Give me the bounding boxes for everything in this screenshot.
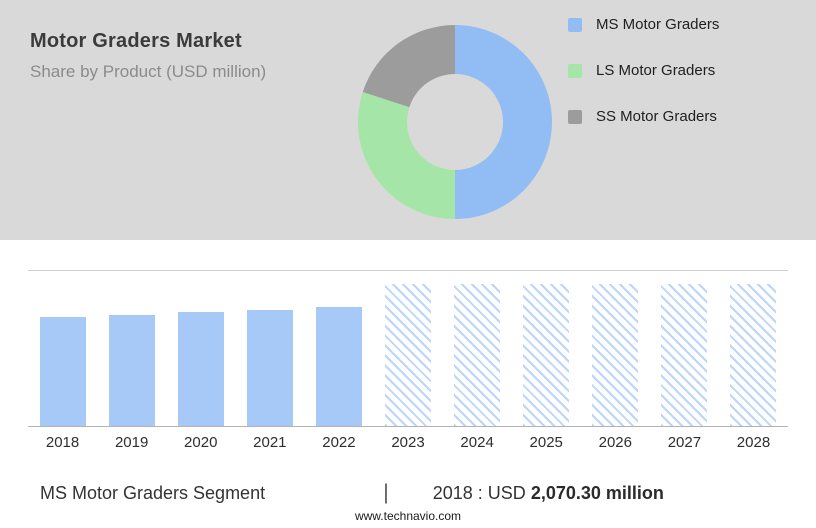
- chart-legend: MS Motor Graders LS Motor Graders SS Motor…: [568, 16, 719, 154]
- legend-label: MS Motor Graders: [596, 16, 720, 33]
- bar-column: [235, 271, 304, 426]
- bar-column: [373, 271, 442, 426]
- legend-item: SS Motor Graders: [568, 108, 719, 125]
- bar-column: [97, 271, 166, 426]
- x-axis-label: 2022: [322, 434, 356, 451]
- x-axis-label: 2023: [391, 434, 425, 451]
- bar-chart-plot-area: [28, 270, 788, 427]
- bar-column: [719, 271, 788, 426]
- legend-item: LS Motor Graders: [568, 62, 719, 79]
- header: Motor Graders Market Share by Product (U…: [30, 30, 266, 82]
- legend-item: MS Motor Graders: [568, 16, 719, 33]
- legend-label: LS Motor Graders: [596, 62, 716, 79]
- x-axis-label: 2027: [667, 434, 702, 451]
- legend-swatch-icon: [568, 109, 582, 124]
- caption-separator: |: [383, 481, 389, 504]
- x-axis-label: 2021: [253, 434, 287, 451]
- donut-chart: [358, 25, 552, 219]
- bar-2020: [177, 312, 224, 426]
- x-axis-label: 2019: [114, 434, 149, 451]
- donut-slice-ms: [455, 25, 552, 219]
- legend-swatch-icon: [568, 17, 582, 32]
- donut-slice-ss: [362, 25, 455, 108]
- bar-column: [443, 271, 512, 426]
- forecast-bar-2025: [523, 284, 570, 426]
- source-url: www.technavio.com: [354, 509, 462, 523]
- x-axis: 2018 2019 2020 2021 2022 2023 2024 2025 2026 2027…: [28, 434, 788, 451]
- forecast-bar-2027: [661, 284, 708, 426]
- bar-2018: [39, 317, 86, 426]
- forecast-bar-2024: [454, 284, 501, 426]
- segment-caption: MS Motor Graders Segment: [40, 482, 266, 503]
- x-axis-label: 2025: [529, 434, 563, 451]
- forecast-bar-2028: [730, 284, 777, 426]
- x-axis-label: 2026: [598, 434, 632, 451]
- bar-column: [650, 271, 719, 426]
- bar-column: [166, 271, 235, 426]
- bar-column: [512, 271, 581, 426]
- bar-column: [581, 271, 650, 426]
- x-axis-label: 2018: [45, 434, 80, 451]
- bar-series: [28, 271, 788, 426]
- x-axis-label: 2028: [736, 434, 771, 451]
- value-prefix: 2018 : USD: [432, 482, 526, 503]
- caption-bar: MS Motor Graders Segment | 2018 : USD 2,…: [40, 481, 776, 505]
- bar-column: [28, 271, 97, 426]
- forecast-bar-2023: [385, 284, 432, 426]
- donut-section: Motor Graders Market Share by Product (U…: [0, 0, 816, 240]
- bar-2021: [246, 310, 293, 426]
- donut-slice-ls: [358, 92, 455, 219]
- bar-2022: [315, 307, 362, 426]
- page-title: Motor Graders Market: [30, 30, 242, 52]
- x-axis-label: 2020: [184, 434, 218, 451]
- segment-value: 2018 : USD 2,070.30 million: [389, 483, 776, 504]
- bar-2019: [108, 315, 155, 426]
- value-amount: 2,070.30 million: [530, 482, 664, 503]
- legend-label: SS Motor Graders: [596, 108, 717, 125]
- page-subtitle: Share by Product (USD million): [30, 62, 267, 81]
- legend-swatch-icon: [568, 63, 582, 78]
- forecast-bar-2026: [592, 284, 639, 426]
- x-axis-label: 2024: [460, 434, 494, 451]
- bar-column: [304, 271, 373, 426]
